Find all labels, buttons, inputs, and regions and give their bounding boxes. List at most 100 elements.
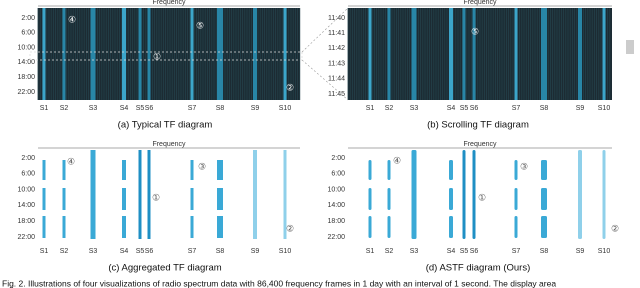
x-label: S3 — [410, 248, 419, 255]
y-tick-label: 14:00 — [17, 59, 35, 66]
panel-caption: (b) Scrolling TF diagram — [427, 120, 529, 131]
x-label: S7 — [188, 105, 197, 112]
x-label: S7 — [512, 248, 521, 255]
signal-bar — [462, 150, 466, 239]
x-label: S2 — [385, 248, 394, 255]
signal-bar — [138, 150, 142, 239]
marker: ② — [286, 223, 294, 233]
signal-bar — [42, 216, 46, 238]
signal-bar — [253, 150, 257, 239]
axis-label: Frequency — [463, 0, 497, 6]
axis-label: Frequency — [152, 0, 186, 6]
x-label: S4 — [447, 248, 456, 255]
signal-stripe — [62, 8, 66, 100]
signal-stripe — [602, 8, 606, 100]
x-label: S1 — [366, 248, 375, 255]
signal-bar — [190, 188, 194, 210]
y-tick-label: 10:00 — [327, 186, 345, 193]
y-tick-label: 11:42 — [328, 45, 345, 52]
signal-stripe — [190, 8, 194, 100]
x-label: S10 — [279, 105, 292, 112]
y-tick-label: 11:40 — [328, 15, 345, 22]
signal-bar — [62, 160, 66, 180]
signal-stripe — [253, 8, 257, 100]
x-label: S2 — [385, 105, 394, 112]
axis-label: Frequency — [463, 141, 497, 148]
signal-bar — [387, 216, 391, 238]
signal-stripe — [138, 8, 142, 100]
signal-bar — [472, 150, 476, 239]
y-tick-label: 2:00 — [21, 155, 35, 162]
y-tick-label: 2:00 — [331, 155, 345, 162]
x-label: S7 — [512, 105, 521, 112]
signal-bar — [368, 216, 372, 238]
x-label: S6 — [145, 248, 154, 255]
y-tick-label: 10:00 — [17, 186, 35, 193]
signal-bar — [217, 160, 223, 180]
x-label: S9 — [576, 248, 585, 255]
x-label: S5 — [136, 105, 145, 112]
x-label: S8 — [216, 248, 225, 255]
signal-bar — [387, 188, 391, 210]
x-label: S1 — [40, 105, 49, 112]
x-label: S3 — [410, 105, 419, 112]
marker: ③ — [198, 161, 206, 171]
marker: ④ — [67, 156, 75, 166]
y-tick-label: 18:00 — [327, 218, 345, 225]
signal-bar — [62, 216, 66, 238]
x-label: S8 — [540, 105, 549, 112]
x-label: S2 — [60, 248, 69, 255]
signal-bar — [541, 216, 547, 238]
signal-stripe — [147, 8, 151, 100]
y-tick-label: 22:00 — [327, 234, 345, 241]
y-tick-label: 22:00 — [17, 234, 35, 241]
axis-label: Frequency — [152, 141, 186, 148]
signal-bar — [541, 188, 547, 210]
signal-bar — [368, 188, 372, 210]
x-label: S10 — [279, 248, 292, 255]
signal-stripe — [368, 8, 372, 100]
x-label: S3 — [89, 248, 98, 255]
signal-bar — [578, 150, 582, 239]
signal-stripe — [283, 8, 287, 100]
signal-stripe — [472, 8, 476, 100]
panel-caption: (d) ASTF diagram (Ours) — [426, 263, 531, 274]
signal-stripe — [462, 8, 466, 100]
signal-stripe — [42, 8, 46, 100]
signal-bar — [514, 216, 518, 238]
signal-bar — [514, 160, 518, 180]
x-label: S6 — [470, 248, 479, 255]
signal-stripe — [217, 8, 223, 100]
signal-bar — [90, 150, 96, 239]
y-tick-label: 11:45 — [328, 91, 345, 98]
signal-bar — [190, 216, 194, 238]
y-tick-label: 11:44 — [328, 76, 345, 83]
signal-bar — [602, 150, 606, 239]
marker: ① — [478, 192, 486, 202]
signal-bar — [217, 216, 223, 238]
signal-bar — [147, 150, 151, 239]
signal-stripe — [541, 8, 547, 100]
x-label: S4 — [120, 248, 129, 255]
x-label: S9 — [576, 105, 585, 112]
marker: ① — [153, 51, 161, 61]
x-label: S8 — [216, 105, 225, 112]
signal-bar — [449, 160, 453, 180]
figure-caption: Fig. 2. Illustrations of four visualizat… — [2, 278, 556, 288]
x-label: S4 — [447, 105, 456, 112]
y-tick-label: 18:00 — [17, 218, 35, 225]
connector — [301, 7, 349, 53]
signal-bar — [42, 160, 46, 180]
y-tick-label: 11:41 — [328, 30, 345, 37]
x-label: S1 — [40, 248, 49, 255]
signal-bar — [514, 188, 518, 210]
marker: ② — [611, 223, 619, 233]
signal-bar — [368, 160, 372, 180]
x-label: S5 — [136, 248, 145, 255]
panel-caption: (a) Typical TF diagram — [118, 120, 213, 131]
signal-stripe — [578, 8, 582, 100]
signal-bar — [411, 150, 417, 239]
scrollbar — [626, 40, 634, 54]
signal-stripe — [411, 8, 417, 100]
signal-bar — [190, 160, 194, 180]
